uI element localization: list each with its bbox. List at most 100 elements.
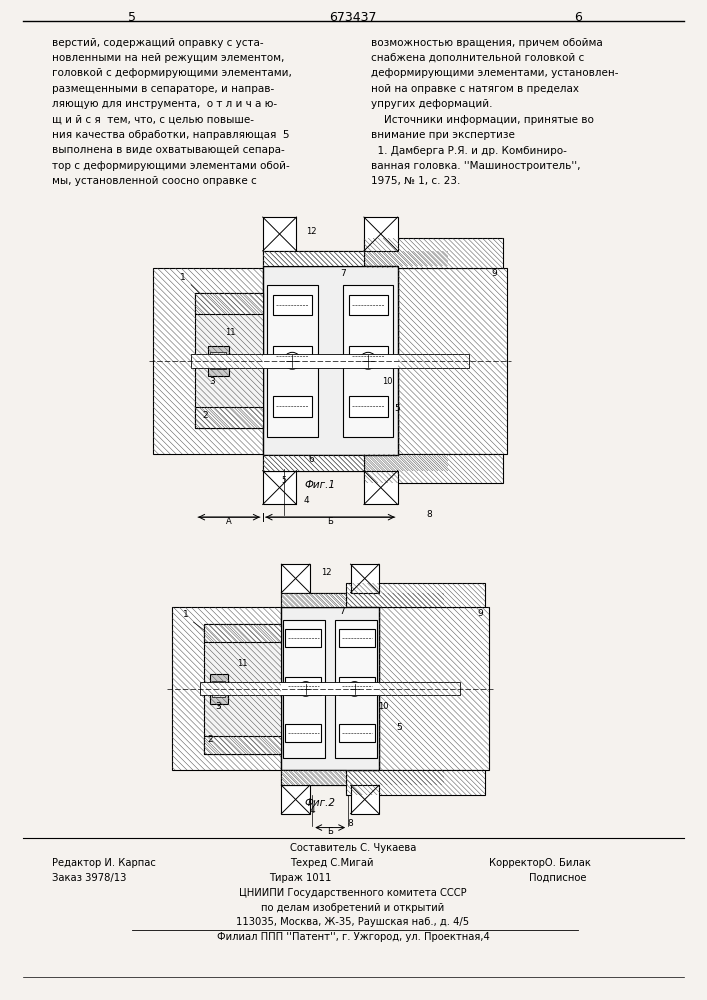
Text: 6: 6 bbox=[574, 11, 582, 24]
Text: ной на оправке с натягом в пределах: ной на оправке с натягом в пределах bbox=[371, 84, 579, 94]
Text: 2: 2 bbox=[203, 411, 208, 420]
Text: тор с деформирующими элементами обой-: тор с деформирующими элементами обой- bbox=[52, 161, 290, 171]
Text: 1: 1 bbox=[180, 273, 185, 282]
Bar bbox=[343, 285, 393, 437]
Bar bbox=[208, 346, 229, 376]
Text: Составитель С. Чукаева: Составитель С. Чукаева bbox=[290, 843, 416, 853]
Text: упругих деформаций.: упругих деформаций. bbox=[371, 99, 493, 109]
Text: 673437: 673437 bbox=[329, 11, 377, 24]
Bar bbox=[281, 593, 444, 607]
Text: 7: 7 bbox=[340, 269, 346, 278]
Bar bbox=[281, 770, 444, 785]
Bar bbox=[364, 217, 397, 251]
Text: головкой с деформирующими элементами,: головкой с деформирующими элементами, bbox=[52, 68, 292, 78]
Text: 2: 2 bbox=[207, 735, 213, 744]
Bar bbox=[195, 293, 263, 314]
Bar bbox=[200, 682, 460, 695]
Circle shape bbox=[284, 352, 300, 369]
Text: 8: 8 bbox=[427, 510, 433, 519]
Text: 7: 7 bbox=[339, 607, 345, 616]
Bar bbox=[281, 593, 346, 607]
Bar bbox=[339, 677, 375, 695]
Bar bbox=[204, 624, 281, 642]
Text: 113035, Москва, Ж-35, Раушская наб., д. 4/5: 113035, Москва, Ж-35, Раушская наб., д. … bbox=[236, 917, 469, 927]
Text: Филиал ППП ''Патент'', г. Ужгород, ул. Проектная,4: Филиал ППП ''Патент'', г. Ужгород, ул. П… bbox=[216, 932, 489, 942]
Bar bbox=[281, 770, 346, 785]
Text: 10: 10 bbox=[382, 377, 393, 386]
Bar bbox=[349, 295, 387, 315]
Text: выполнена в виде охватывающей сепара-: выполнена в виде охватывающей сепара- bbox=[52, 145, 285, 155]
Bar bbox=[339, 629, 375, 647]
Text: новленными на ней режущим элементом,: новленными на ней режущим элементом, bbox=[52, 53, 284, 63]
Bar bbox=[346, 770, 485, 795]
Circle shape bbox=[291, 359, 294, 362]
Text: 3: 3 bbox=[215, 702, 221, 711]
Bar bbox=[349, 396, 387, 417]
Text: Подписное: Подписное bbox=[529, 873, 586, 883]
Circle shape bbox=[360, 352, 377, 369]
Bar bbox=[283, 620, 325, 758]
Text: КорректорО. Билак: КорректорО. Билак bbox=[489, 858, 591, 868]
Bar bbox=[351, 785, 379, 814]
Bar bbox=[204, 624, 281, 754]
Bar bbox=[335, 620, 378, 758]
Text: ляющую для инструмента,  о т л и ч а ю-: ляющую для инструмента, о т л и ч а ю- bbox=[52, 99, 277, 109]
Text: Фиг.2: Фиг.2 bbox=[305, 798, 336, 808]
Text: 1. Дамберга Р.Я. и др. Комбиниро-: 1. Дамберга Р.Я. и др. Комбиниро- bbox=[371, 145, 567, 156]
Bar bbox=[281, 607, 379, 770]
Bar bbox=[191, 354, 469, 368]
Bar bbox=[281, 785, 310, 814]
Bar bbox=[172, 607, 281, 770]
Circle shape bbox=[353, 687, 356, 691]
Text: Б: Б bbox=[327, 827, 333, 836]
Bar bbox=[364, 454, 503, 483]
Bar bbox=[195, 293, 263, 428]
Bar bbox=[379, 607, 489, 770]
Circle shape bbox=[347, 682, 362, 696]
Bar bbox=[212, 681, 226, 697]
Bar bbox=[286, 677, 321, 695]
Bar bbox=[263, 217, 296, 251]
Bar bbox=[263, 471, 296, 504]
Text: 5: 5 bbox=[397, 723, 402, 732]
Bar bbox=[273, 295, 312, 315]
Text: возможностью вращения, причем обойма: возможностью вращения, причем обойма bbox=[371, 38, 603, 48]
Bar bbox=[263, 251, 448, 266]
Text: деформирующими элементами, установлен-: деформирующими элементами, установлен- bbox=[371, 68, 619, 78]
Text: 12: 12 bbox=[321, 568, 332, 577]
Bar bbox=[267, 285, 317, 437]
Text: по делам изобретений и открытий: по делам изобретений и открытий bbox=[262, 903, 445, 913]
Text: Техред С.Мигай: Техред С.Мигай bbox=[291, 858, 374, 868]
Bar bbox=[346, 583, 485, 607]
Text: Фиг.1: Фиг.1 bbox=[305, 480, 336, 490]
Text: верстий, содержащий оправку с уста-: верстий, содержащий оправку с уста- bbox=[52, 38, 264, 48]
Circle shape bbox=[298, 682, 313, 696]
Text: Заказ 3978/13: Заказ 3978/13 bbox=[52, 873, 127, 883]
Bar bbox=[339, 724, 375, 742]
Text: 8: 8 bbox=[348, 819, 354, 828]
Bar bbox=[364, 238, 503, 268]
Bar bbox=[286, 724, 321, 742]
Circle shape bbox=[366, 359, 370, 362]
Text: Редактор И. Карпас: Редактор И. Карпас bbox=[52, 858, 156, 868]
Text: 11: 11 bbox=[226, 328, 236, 337]
Text: 5: 5 bbox=[281, 476, 286, 485]
Text: 4: 4 bbox=[310, 806, 315, 815]
Text: 4: 4 bbox=[304, 496, 310, 505]
Text: Источники информации, принятые во: Источники информации, принятые во bbox=[371, 115, 594, 125]
Text: 5: 5 bbox=[128, 11, 136, 24]
Text: мы, установленной соосно оправке с: мы, установленной соосно оправке с bbox=[52, 176, 257, 186]
Bar bbox=[273, 396, 312, 417]
Bar bbox=[286, 629, 321, 647]
Bar bbox=[281, 564, 310, 593]
Text: ния качества обработки, направляющая  5: ния качества обработки, направляющая 5 bbox=[52, 130, 289, 140]
Bar bbox=[263, 251, 364, 266]
Text: 3: 3 bbox=[209, 377, 215, 386]
Text: внимание при экспертизе: внимание при экспертизе bbox=[371, 130, 515, 140]
Bar bbox=[263, 455, 364, 471]
Text: А: А bbox=[226, 517, 232, 526]
Text: Б: Б bbox=[327, 517, 333, 526]
Text: 9: 9 bbox=[492, 269, 498, 278]
Text: 10: 10 bbox=[378, 702, 388, 711]
Text: 5: 5 bbox=[395, 404, 401, 413]
